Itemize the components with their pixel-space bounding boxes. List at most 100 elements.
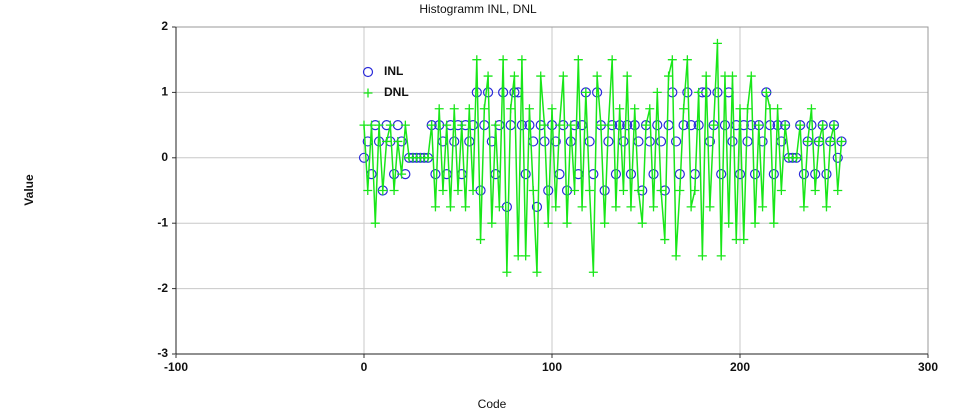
data-point — [573, 55, 583, 65]
data-point — [641, 120, 651, 130]
data-point — [652, 87, 662, 97]
y-tick-label: 1 — [161, 85, 168, 99]
data-point — [663, 119, 674, 131]
data-point — [709, 120, 719, 130]
data-point — [644, 136, 655, 147]
data-point — [734, 169, 746, 180]
data-point — [539, 120, 549, 130]
x-axis-label: Code — [478, 397, 507, 411]
data-point — [524, 104, 534, 114]
data-point — [358, 152, 370, 163]
data-point — [378, 186, 388, 195]
legend-label: INL — [384, 64, 403, 78]
data-point — [758, 202, 768, 212]
data-point — [810, 186, 820, 195]
data-point — [502, 267, 512, 277]
x-tick-label: 200 — [730, 360, 750, 374]
data-point — [520, 169, 531, 180]
data-point — [697, 251, 707, 261]
data-point — [547, 104, 557, 114]
data-point — [625, 169, 637, 180]
y-tick-label: -3 — [157, 346, 168, 360]
data-point — [359, 120, 369, 130]
data-point — [705, 202, 715, 212]
data-point — [498, 55, 508, 65]
data-point — [363, 186, 373, 195]
data-point — [532, 267, 542, 277]
data-point — [746, 71, 756, 81]
y-tick-label: -1 — [157, 215, 168, 229]
data-point — [765, 104, 775, 114]
data-point — [776, 186, 786, 195]
data-point — [596, 120, 606, 130]
data-point — [592, 71, 602, 81]
data-point — [603, 120, 613, 130]
data-point — [622, 119, 633, 131]
legend-marker — [362, 66, 374, 78]
data-point — [690, 186, 700, 195]
data-point — [457, 120, 467, 130]
data-point — [749, 169, 761, 180]
data-point — [483, 71, 493, 81]
data-point — [694, 87, 704, 97]
data-point — [570, 186, 580, 195]
data-point — [806, 104, 816, 114]
data-point — [610, 169, 622, 180]
legend-label: DNL — [384, 85, 409, 99]
data-point — [655, 136, 667, 147]
data-point — [829, 120, 839, 130]
data-point — [735, 104, 745, 114]
data-point — [656, 186, 666, 195]
data-point — [449, 136, 460, 147]
legend-marker — [363, 88, 373, 98]
data-point — [832, 152, 843, 163]
data-point — [622, 71, 632, 81]
data-point — [479, 104, 489, 114]
data-point — [584, 136, 595, 147]
data-point — [727, 71, 737, 81]
x-tick-label: -100 — [164, 360, 188, 374]
data-point — [531, 201, 543, 212]
y-tick-label: -2 — [157, 281, 168, 295]
y-tick-label: 2 — [161, 19, 168, 33]
data-point — [727, 136, 738, 147]
data-point — [637, 218, 647, 228]
data-point — [739, 235, 749, 245]
data-point — [566, 120, 576, 130]
data-point — [719, 119, 731, 131]
data-point — [427, 120, 437, 130]
data-point — [686, 202, 696, 212]
data-point — [679, 104, 689, 114]
data-point — [731, 235, 741, 245]
data-point — [445, 202, 455, 212]
data-point — [611, 202, 621, 212]
data-point — [382, 136, 392, 146]
data-point — [491, 120, 501, 130]
data-point — [742, 136, 753, 147]
data-point — [438, 186, 448, 195]
data-point — [600, 218, 610, 228]
data-point — [513, 251, 523, 261]
data-point — [543, 185, 554, 196]
data-point — [667, 55, 677, 65]
data-point — [633, 186, 643, 195]
data-point — [780, 120, 790, 130]
data-point — [825, 136, 835, 146]
x-tick-label: 100 — [542, 360, 562, 374]
x-tick-label: 0 — [361, 360, 368, 374]
data-point — [487, 218, 497, 228]
data-point — [430, 202, 440, 212]
data-point — [675, 186, 685, 195]
data-point — [821, 169, 832, 180]
data-point — [716, 251, 726, 261]
data-point — [449, 104, 459, 114]
data-point — [607, 55, 617, 65]
data-point — [555, 120, 565, 130]
data-point — [724, 218, 734, 228]
data-point — [468, 186, 478, 195]
data-point — [618, 186, 628, 195]
data-point — [464, 104, 474, 114]
data-point — [461, 202, 471, 212]
data-point — [645, 104, 655, 114]
